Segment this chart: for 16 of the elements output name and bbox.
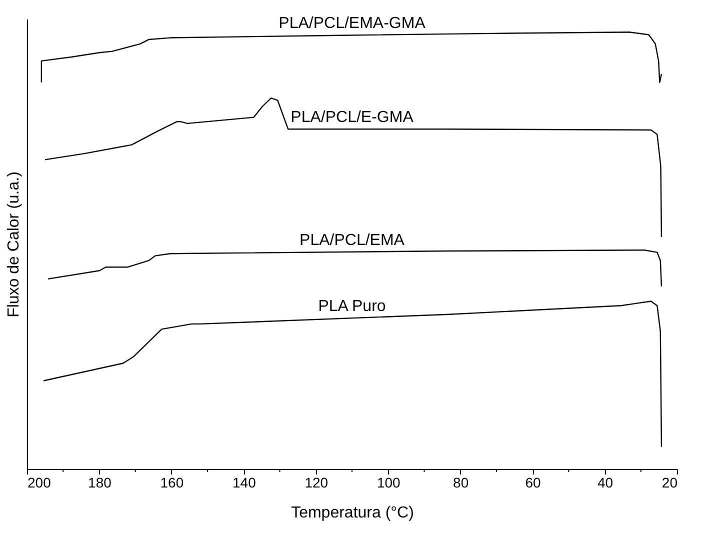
x-tick-label: 120 bbox=[304, 474, 328, 490]
x-tick-label: 160 bbox=[160, 474, 184, 490]
series-label: PLA Puro bbox=[318, 298, 386, 316]
x-tick-label: 40 bbox=[597, 474, 614, 490]
x-tick-label: 180 bbox=[88, 474, 112, 490]
x-tick-label: 80 bbox=[453, 474, 469, 490]
x-tick-label: 140 bbox=[232, 474, 256, 490]
series-label: PLA/PCL/EMA-GMA bbox=[278, 15, 426, 32]
x-tick-label: 200 bbox=[28, 474, 52, 490]
x-tick-label: 100 bbox=[376, 474, 401, 490]
x-tick-label: 60 bbox=[525, 474, 542, 490]
x-axis-title: Temperatura (°C) bbox=[291, 504, 414, 522]
x-tick-label: 20 bbox=[662, 474, 678, 490]
series-label: PLA/PCL/EMA bbox=[300, 232, 405, 249]
y-axis-title: Fluxo de Calor (u.a.) bbox=[6, 172, 22, 318]
series-label: PLA/PCL/E-GMA bbox=[290, 109, 414, 126]
